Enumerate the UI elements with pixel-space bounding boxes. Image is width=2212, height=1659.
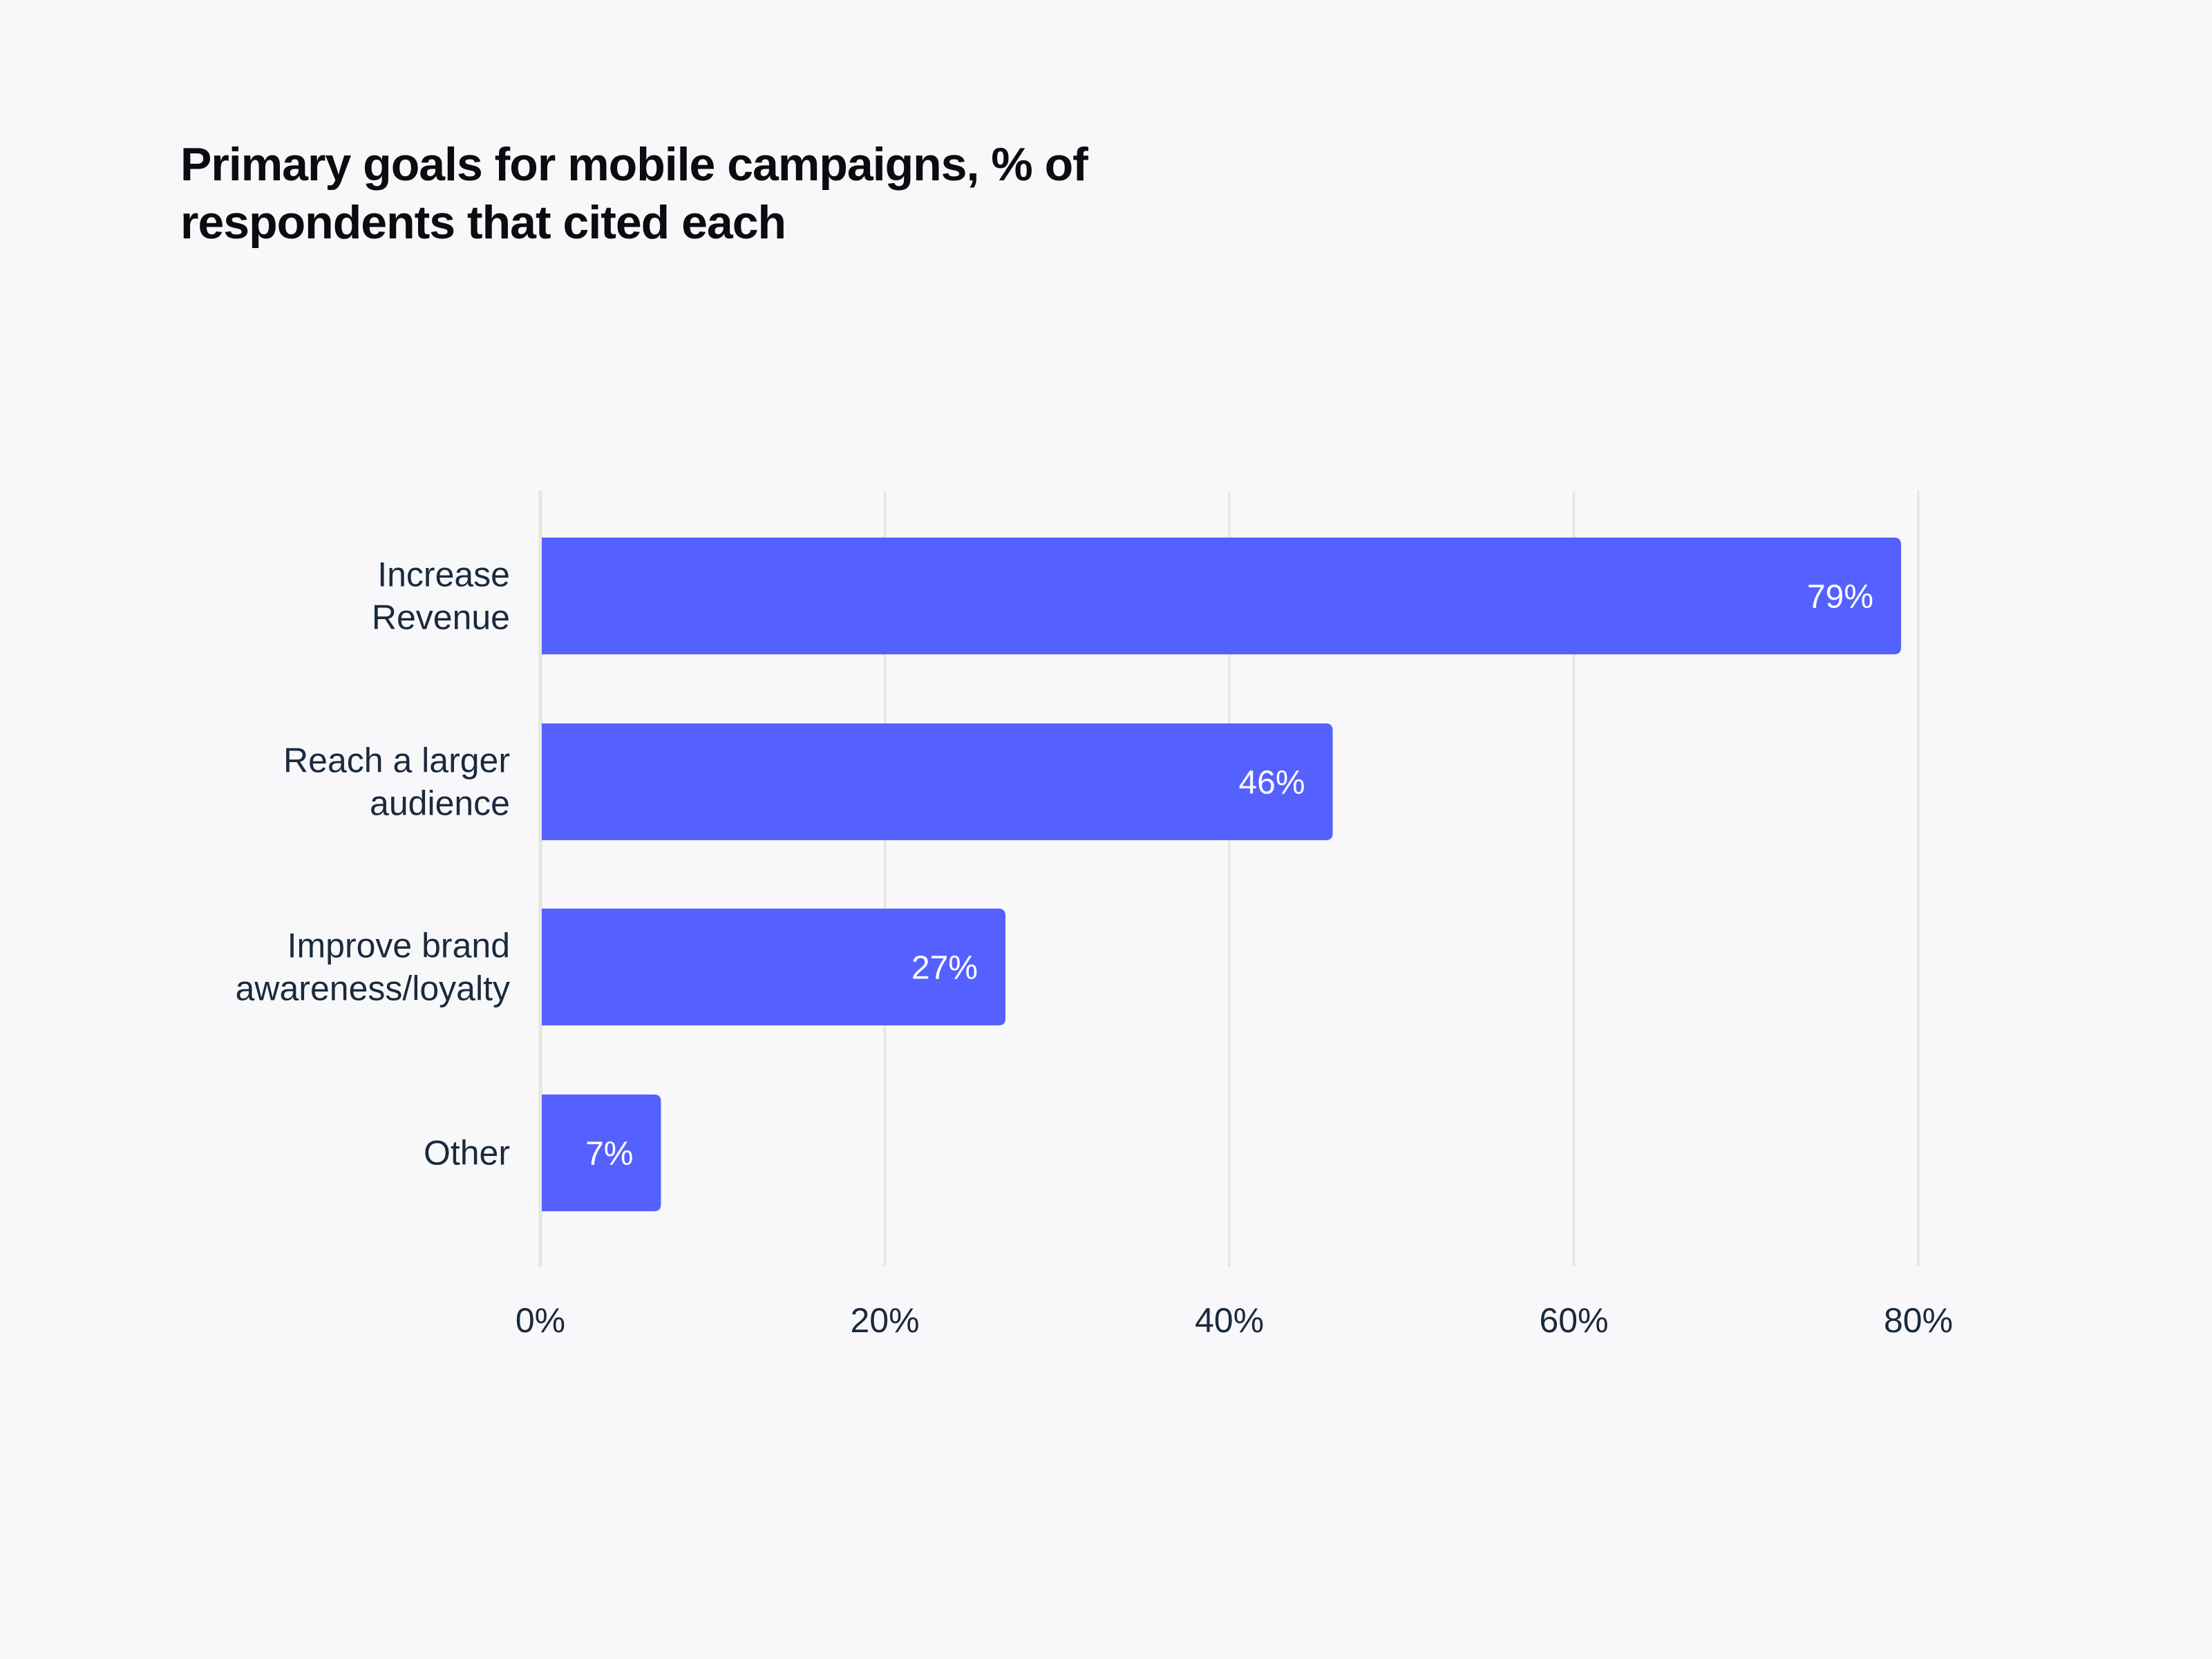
x-tick-label: 0%: [516, 1301, 565, 1340]
category-label: Revenue: [372, 598, 510, 637]
category-label: Improve brand: [287, 927, 510, 965]
bar-value-label: 7%: [585, 1136, 633, 1173]
category-label: Reach a larger: [283, 741, 510, 780]
category-label: awareness/loyalty: [236, 969, 510, 1008]
category-label: audience: [370, 784, 510, 823]
chart-title: Primary goals for mobile campaigns, % of…: [180, 138, 1088, 249]
bar: [542, 909, 1005, 1025]
bar: [542, 723, 1333, 840]
x-tick-label: 80%: [1884, 1301, 1953, 1340]
bar-value-label: 79%: [1807, 579, 1873, 616]
category-label: Increase: [377, 556, 510, 594]
bar: [542, 538, 1902, 654]
bar-value-label: 46%: [1238, 765, 1305, 802]
bar: [542, 1094, 661, 1211]
x-tick-label: 60%: [1539, 1301, 1608, 1340]
category-label: Other: [424, 1134, 510, 1173]
bar-value-label: 27%: [911, 950, 978, 987]
x-tick-label: 40%: [1195, 1301, 1264, 1340]
x-tick-label: 20%: [850, 1301, 919, 1340]
